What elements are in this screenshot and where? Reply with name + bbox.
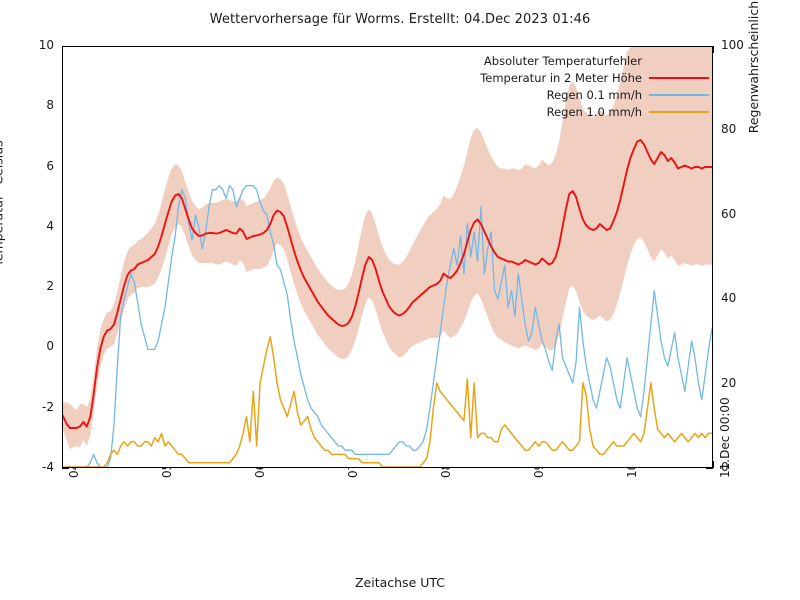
legend: Absoluter Temperaturfehler Temperatur in … xyxy=(447,52,709,120)
line-swatch xyxy=(649,110,709,113)
tickmark xyxy=(62,468,69,470)
legend-item[interactable]: Regen 1.0 mm/h xyxy=(447,103,709,120)
rain-01-line xyxy=(63,184,712,467)
legend-item-swatch xyxy=(649,55,709,67)
y-tick-left: 8 xyxy=(46,98,54,113)
y-tick-right: 0 xyxy=(721,460,729,474)
x-tick: 11.Dec 00:00 xyxy=(718,397,732,478)
tickmark xyxy=(713,46,715,53)
temperature-error-band xyxy=(63,47,712,449)
plot-area xyxy=(62,46,713,468)
y-tick-left: -2 xyxy=(42,399,54,414)
chart-title: Wettervorhersage für Worms. Erstellt: 04… xyxy=(209,12,591,27)
y-tick-right: 40 xyxy=(721,291,737,306)
y-tick-left: 4 xyxy=(46,218,54,233)
y-axis-left-label: Temperatur °Celsius xyxy=(0,140,6,267)
y-tick-right: 20 xyxy=(721,375,737,390)
x-axis-label: Zeitachse UTC xyxy=(354,575,446,590)
legend-item-label: Absoluter Temperaturfehler xyxy=(483,53,642,68)
tickmark xyxy=(706,468,713,470)
y-tick-right: 80 xyxy=(721,122,737,137)
y-tick-left: -4 xyxy=(42,460,54,474)
legend-item-label: Temperatur in 2 Meter Höhe xyxy=(480,70,642,85)
y-tick-left: 0 xyxy=(46,339,54,354)
rain-10-line xyxy=(63,336,712,467)
legend-item[interactable]: Temperatur in 2 Meter Höhe xyxy=(447,69,709,86)
tickmark xyxy=(713,461,715,468)
plot-svg xyxy=(63,47,712,467)
legend-item-swatch xyxy=(649,106,709,118)
legend-item-label: Regen 0.1 mm/h xyxy=(546,87,642,102)
legend-item-swatch xyxy=(649,89,709,101)
line-swatch xyxy=(649,93,709,96)
legend-item[interactable]: Absoluter Temperaturfehler xyxy=(447,52,709,69)
legend-item[interactable]: Regen 0.1 mm/h xyxy=(447,86,709,103)
y-tick-left: 10 xyxy=(38,38,54,52)
band-swatch xyxy=(649,55,709,67)
y-tick-right: 60 xyxy=(721,206,737,221)
legend-item-swatch xyxy=(649,72,709,84)
legend-item-label: Regen 1.0 mm/h xyxy=(546,104,642,119)
line-swatch xyxy=(649,76,709,79)
y-tick-left: 2 xyxy=(46,279,54,294)
temperature-line xyxy=(63,139,712,429)
y-tick-left: 6 xyxy=(46,158,54,173)
y-tick-right: 100 xyxy=(721,38,744,52)
